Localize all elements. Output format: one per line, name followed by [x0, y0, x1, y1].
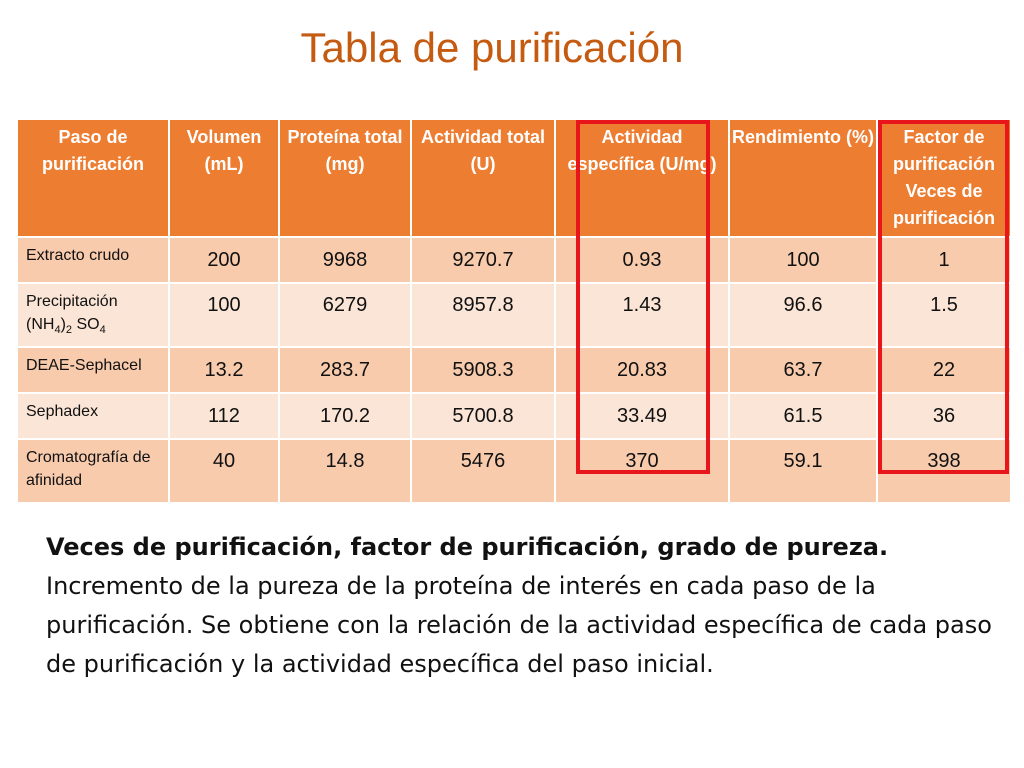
cell-yield: 96.6 — [730, 284, 876, 346]
table-row: Precipitación (NH4)2 SO4 100 6279 8957.8 … — [18, 284, 1010, 346]
header-specific-activity: Actividad específica (U/mg) — [556, 120, 728, 236]
cell-protein: 6279 — [280, 284, 410, 346]
description: Veces de purificación, factor de purific… — [46, 528, 1006, 684]
purification-table: Paso de purificación Volumen (mL) Proteí… — [16, 118, 1012, 504]
step-label: Precipitación — [26, 293, 118, 310]
header-factor: Factor de purificación Veces de purifica… — [878, 120, 1010, 236]
slide-title: Tabla de purificación — [300, 24, 684, 71]
header-yield: Rendimiento (%) — [730, 120, 876, 236]
cell-volume: 200 — [170, 238, 278, 282]
cell-specific: 0.93 — [556, 238, 728, 282]
cell-activity: 9270.7 — [412, 238, 554, 282]
cell-step: Extracto crudo — [18, 238, 168, 282]
cell-factor: 398 — [878, 440, 1010, 502]
cell-activity: 5476 — [412, 440, 554, 502]
cell-specific: 1.43 — [556, 284, 728, 346]
cell-step: Sephadex — [18, 394, 168, 438]
table-row: Sephadex 112 170.2 5700.8 33.49 61.5 36 — [18, 394, 1010, 438]
cell-specific: 33.49 — [556, 394, 728, 438]
cell-yield: 100 — [730, 238, 876, 282]
table-row: DEAE-Sephacel 13.2 283.7 5908.3 20.83 63… — [18, 348, 1010, 392]
cell-activity: 5908.3 — [412, 348, 554, 392]
cell-volume: 13.2 — [170, 348, 278, 392]
cell-factor: 1 — [878, 238, 1010, 282]
table-row: Cromatografía de afinidad 40 14.8 5476 3… — [18, 440, 1010, 502]
header-activity: Actividad total (U) — [412, 120, 554, 236]
cell-yield: 63.7 — [730, 348, 876, 392]
cell-yield: 61.5 — [730, 394, 876, 438]
cell-volume: 40 — [170, 440, 278, 502]
cell-volume: 112 — [170, 394, 278, 438]
cell-protein: 14.8 — [280, 440, 410, 502]
cell-factor: 1.5 — [878, 284, 1010, 346]
cell-specific: 20.83 — [556, 348, 728, 392]
header-step: Paso de purificación — [18, 120, 168, 236]
cell-protein: 9968 — [280, 238, 410, 282]
cell-yield: 59.1 — [730, 440, 876, 502]
cell-factor: 36 — [878, 394, 1010, 438]
header-volume: Volumen (mL) — [170, 120, 278, 236]
cell-step: DEAE-Sephacel — [18, 348, 168, 392]
step-formula: (NH4)2 SO4 — [26, 316, 106, 337]
cell-factor: 22 — [878, 348, 1010, 392]
description-lead: Veces de purificación, factor de purific… — [46, 533, 889, 561]
cell-protein: 283.7 — [280, 348, 410, 392]
cell-specific: 370 — [556, 440, 728, 502]
cell-activity: 5700.8 — [412, 394, 554, 438]
cell-volume: 100 — [170, 284, 278, 346]
cell-protein: 170.2 — [280, 394, 410, 438]
table-header-row: Paso de purificación Volumen (mL) Proteí… — [18, 120, 1010, 236]
cell-activity: 8957.8 — [412, 284, 554, 346]
cell-step: Cromatografía de afinidad — [18, 440, 168, 502]
header-protein: Proteína total (mg) — [280, 120, 410, 236]
description-body: Incremento de la pureza de la proteína d… — [46, 572, 992, 678]
cell-step: Precipitación (NH4)2 SO4 — [18, 284, 168, 346]
table-row: Extracto crudo 200 9968 9270.7 0.93 100 … — [18, 238, 1010, 282]
